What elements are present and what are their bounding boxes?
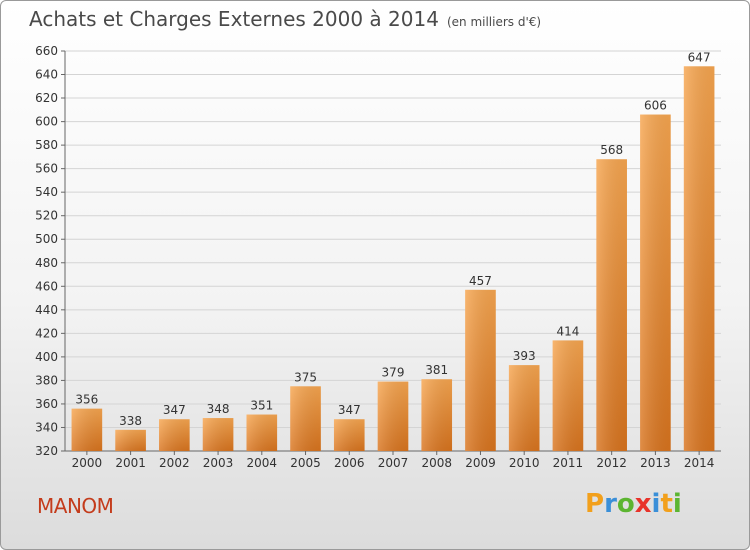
data-label: 393 xyxy=(513,349,536,363)
data-label: 356 xyxy=(75,393,98,407)
data-label: 338 xyxy=(119,414,142,428)
x-tick-label: 2007 xyxy=(378,456,409,470)
x-tick-label: 2008 xyxy=(421,456,452,470)
bar-shade xyxy=(421,379,453,451)
y-tick-label: 360 xyxy=(35,397,58,411)
bar-shade xyxy=(596,159,627,451)
data-label: 457 xyxy=(469,274,492,288)
commune-name: MANOM xyxy=(37,494,114,518)
data-labels: 356 338 347 348 351 375 347 379 381 457 393 414 568 6… xyxy=(75,50,710,428)
y-tick-label: 520 xyxy=(35,209,58,223)
x-tick-label: 2014 xyxy=(684,456,715,470)
x-tick-label: 2000 xyxy=(72,456,103,470)
y-tick-label: 320 xyxy=(35,444,58,458)
x-tick-label: 2012 xyxy=(596,456,627,470)
bar-shade xyxy=(115,429,146,451)
chart-title: Achats et Charges Externes 2000 à 2014 (e… xyxy=(29,7,541,31)
x-tick-label: 2006 xyxy=(334,456,365,470)
x-tick-label: 2011 xyxy=(553,456,584,470)
logo-letter: t xyxy=(660,489,673,519)
logo-letter: P xyxy=(585,489,605,519)
y-tick-label: 640 xyxy=(35,68,58,82)
bar-shade xyxy=(246,414,278,451)
y-tick-label: 540 xyxy=(35,185,58,199)
logo-letter: r xyxy=(604,489,617,519)
bar-shade xyxy=(333,419,365,451)
data-label: 606 xyxy=(644,99,667,113)
x-tick-label: 2002 xyxy=(159,456,190,470)
y-tick-label: 580 xyxy=(35,138,58,152)
y-tick-label: 380 xyxy=(35,373,58,387)
y-tick-label: 560 xyxy=(35,162,58,176)
bar-shade xyxy=(159,419,190,451)
data-label: 351 xyxy=(250,399,273,413)
x-tick-label: 2009 xyxy=(465,456,496,470)
y-tick-label: 440 xyxy=(35,303,58,317)
x-tick-label: 2001 xyxy=(115,456,146,470)
bar-shade xyxy=(465,289,496,451)
bar-shade xyxy=(508,365,540,451)
data-label: 647 xyxy=(688,50,711,64)
x-tick-label: 2003 xyxy=(203,456,234,470)
logo-letter: x xyxy=(634,489,652,519)
data-label: 379 xyxy=(382,366,405,380)
title-text: Achats et Charges Externes 2000 à 2014 xyxy=(29,7,439,31)
y-tick-label: 400 xyxy=(35,350,58,364)
y-tick-label: 480 xyxy=(35,256,58,270)
bars xyxy=(71,66,715,451)
y-tick-label: 620 xyxy=(35,91,58,105)
bar-shade xyxy=(683,66,715,451)
bar-shade xyxy=(552,340,584,451)
y-tick-label: 660 xyxy=(35,44,58,58)
x-tick-label: 2005 xyxy=(290,456,321,470)
logo-letter: o xyxy=(616,489,635,519)
y-tick-label: 340 xyxy=(35,420,58,434)
x-tick-label: 2004 xyxy=(247,456,278,470)
title-unit: (en milliers d'€) xyxy=(446,15,542,29)
logo-letter: i xyxy=(651,489,661,519)
proxiti-logo: Proxiti xyxy=(585,489,682,519)
y-tick-label: 600 xyxy=(35,115,58,129)
data-label: 568 xyxy=(600,143,623,157)
x-tick-label: 2013 xyxy=(640,456,671,470)
y-tick-label: 420 xyxy=(35,326,58,340)
bar-shade xyxy=(71,408,103,451)
bar-shade xyxy=(377,381,409,451)
bar-shade xyxy=(202,418,234,451)
data-label: 347 xyxy=(163,403,186,417)
data-label: 414 xyxy=(556,324,579,338)
bar-shade xyxy=(290,386,321,451)
data-label: 347 xyxy=(338,403,361,417)
logo-letter: i xyxy=(672,489,682,519)
bar-shade xyxy=(640,114,671,451)
x-tick-label: 2010 xyxy=(509,456,540,470)
y-tick-label: 460 xyxy=(35,279,58,293)
y-tick-label: 500 xyxy=(35,232,58,246)
data-label: 348 xyxy=(207,402,230,416)
data-label: 375 xyxy=(294,370,317,384)
data-label: 381 xyxy=(425,363,448,377)
